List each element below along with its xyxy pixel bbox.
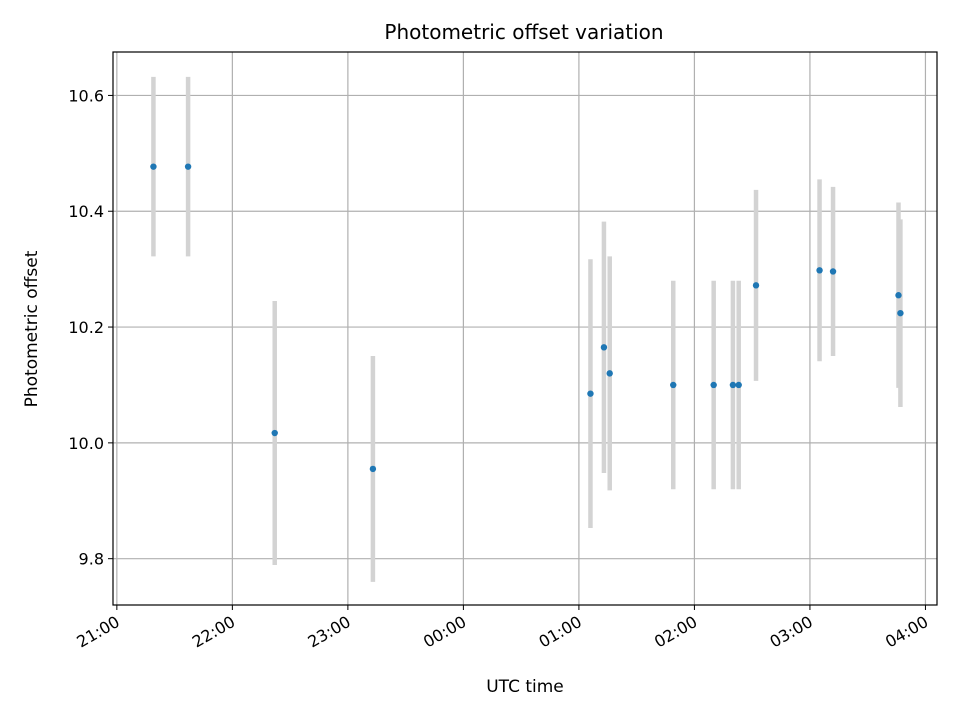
grid [113,52,937,605]
y-axis-label: Photometric offset [22,250,42,407]
x-axis-label: UTC time [486,677,564,697]
y-tick-label: 10.2 [68,318,104,337]
data-point [752,282,760,289]
x-tick-label: 22:00 [189,612,238,652]
data-point [829,268,837,275]
data-point [184,163,192,170]
data-point [816,267,823,274]
x-tick-label: 00:00 [420,612,469,652]
y-axis-ticks: 9.8 10.0 10.2 10.4 10.6 [68,86,113,569]
error-bars [151,76,903,582]
data-point [670,381,677,389]
data-point [587,390,594,397]
y-tick-label: 10.6 [68,86,104,105]
data-point [271,429,278,437]
data-point [735,381,742,389]
x-tick-label: 23:00 [304,612,353,652]
x-tick-label: 04:00 [882,612,931,652]
y-tick-label: 9.8 [79,550,104,569]
x-tick-label: 21:00 [73,612,122,652]
data-point [369,465,377,473]
plot-frame [112,51,938,606]
x-axis-ticks: 21:00 22:00 23:00 00:00 01:00 02:00 03:00 04:00 [73,605,931,652]
data-point [710,381,717,389]
chart-title: Photometric offset variation [384,20,663,44]
data-point [600,344,608,351]
data-point [897,309,904,317]
x-tick-label: 02:00 [651,612,700,652]
data-point [895,292,902,299]
y-tick-label: 10.0 [68,434,104,453]
data-point [606,370,613,377]
data-point [729,381,737,389]
data-point [150,163,157,170]
x-tick-label: 03:00 [767,612,816,652]
x-tick-label: 01:00 [535,612,584,652]
data-points [150,163,904,473]
y-tick-label: 10.4 [68,202,104,221]
